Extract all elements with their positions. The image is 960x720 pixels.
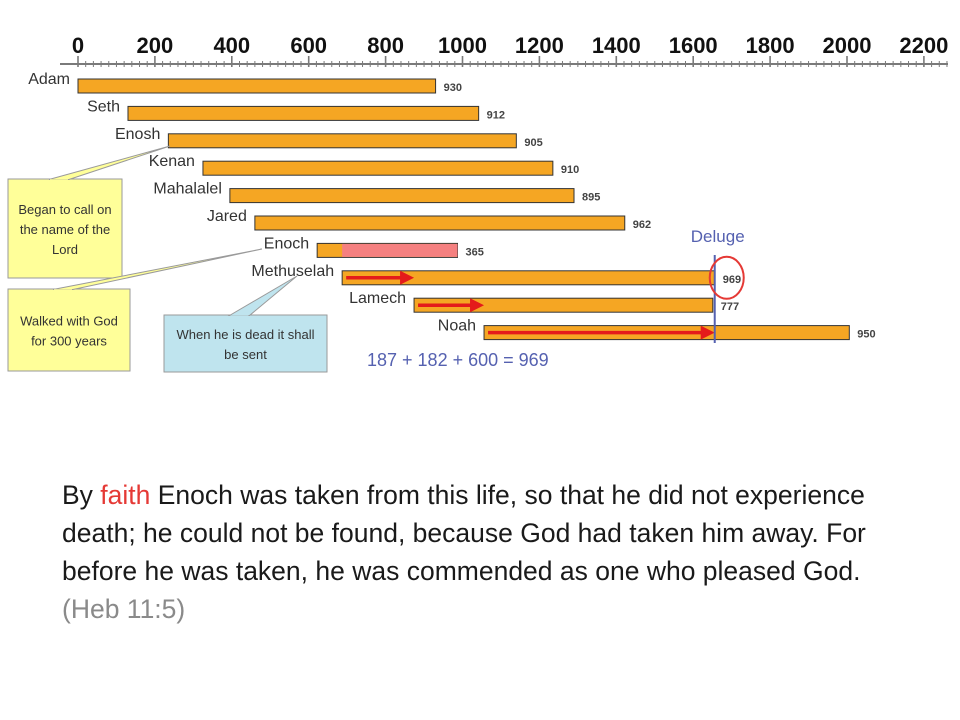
age-value-label: 930 [444, 82, 462, 94]
age-value-label: 895 [582, 192, 600, 204]
callout-enoch-text: Walked with God for 300 years [20, 314, 118, 349]
callouts: Began to call on the name of the Lord Walke… [7, 145, 328, 373]
lifespan-bar [254, 215, 626, 231]
lifespan-bar [202, 160, 554, 176]
person-name-label: Enoch [264, 235, 309, 252]
quote-reference: (Heb 11:5) [62, 594, 186, 624]
lifespan-bars: Adam 930 Seth 912 Enosh 905 Kenan 910 Mahalalel 8… [28, 71, 875, 341]
lifespan-chart: 0 200 400 600 800 1000 1200 1400 1600 1800 2000 220… [7, 33, 948, 373]
axis-tick-label: 2000 [823, 33, 872, 58]
callout-methuselah-box [163, 314, 328, 373]
lifespan-bar [167, 133, 517, 149]
person-name-label: Seth [87, 98, 120, 115]
age-value-label: 905 [524, 137, 542, 149]
quote-highlight: faith [100, 480, 151, 510]
axis-tick-label: 200 [137, 33, 174, 58]
callout-methuselah-pointer [227, 275, 298, 316]
axis-tick-label: 1200 [515, 33, 564, 58]
person-name-label: Kenan [149, 153, 195, 170]
axis-tick-label: 800 [367, 33, 404, 58]
lifespan-bar [77, 78, 437, 94]
callout-enoch-box [7, 288, 131, 372]
deluge-label: Deluge [691, 227, 745, 246]
red-arrow-head [700, 325, 715, 340]
age-value-label: 962 [633, 219, 651, 231]
axis-tick-label: 1800 [746, 33, 795, 58]
person-name-label: Enosh [115, 126, 160, 143]
age-value-label: 365 [466, 246, 484, 258]
age-value-label: 912 [487, 109, 505, 121]
callout-enosh-text: Began to call on the name of the Lord [18, 202, 111, 257]
quote-prefix: By [62, 480, 101, 510]
red-arrow-head [400, 270, 415, 285]
callout-enosh-box [7, 178, 123, 279]
age-value-label: 950 [857, 329, 875, 341]
age-value-label: 777 [721, 301, 739, 313]
axis-tick-label: 1400 [592, 33, 641, 58]
lifespan-bar [127, 105, 480, 121]
red-arrow-head [470, 298, 485, 313]
callout-methuselah-text: When he is dead it shall be sent [176, 327, 314, 362]
quote-body: Enoch was taken from this life, so that … [62, 480, 866, 586]
person-name-label: Mahalalel [153, 181, 221, 198]
axis-tick-label: 0 [72, 33, 84, 58]
person-name-label: Lamech [349, 290, 406, 307]
scripture-quote: By faith Enoch was taken from this life,… [62, 476, 912, 628]
age-value-label: 910 [561, 164, 579, 176]
person-name-label: Methuselah [251, 263, 334, 280]
year-axis: 0 200 400 600 800 1000 1200 1400 1600 1800 2000 220… [60, 33, 948, 67]
lifespan-bar [413, 297, 714, 313]
axis-tick-label: 400 [213, 33, 250, 58]
age-value-label: 969 [723, 274, 741, 286]
person-name-label: Jared [207, 208, 247, 225]
lifespan-bar [229, 188, 575, 204]
axis-tick-label: 1000 [438, 33, 487, 58]
person-name-label: Noah [438, 318, 476, 335]
chart-overlay: Deluge 187 + 182 + 600 = 969 [342, 227, 745, 370]
equation-text: 187 + 182 + 600 = 969 [367, 350, 549, 370]
enoch-walk-segment [342, 243, 458, 257]
axis-tick-label: 1600 [669, 33, 718, 58]
axis-tick-label: 600 [290, 33, 327, 58]
highlight-circle [708, 255, 745, 300]
person-name-label: Adam [28, 71, 70, 88]
axis-tick-label: 2200 [899, 33, 948, 58]
